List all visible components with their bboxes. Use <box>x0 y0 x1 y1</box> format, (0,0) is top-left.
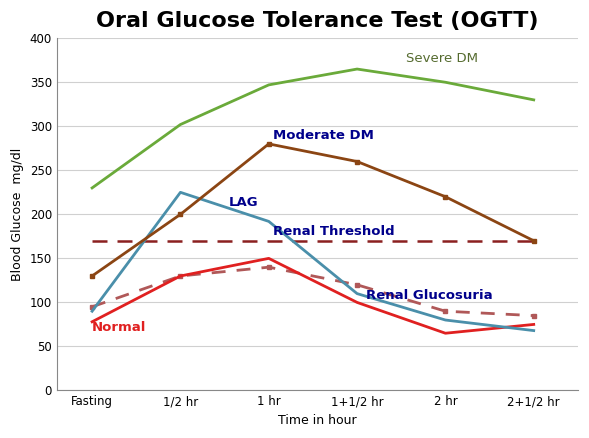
Text: Renal Glucosuria: Renal Glucosuria <box>366 289 492 302</box>
Y-axis label: Blood Glucose  mg/dl: Blood Glucose mg/dl <box>11 148 24 281</box>
Text: Moderate DM: Moderate DM <box>273 129 374 141</box>
Text: LAG: LAG <box>229 195 259 208</box>
X-axis label: Time in hour: Time in hour <box>278 414 357 427</box>
Text: Severe DM: Severe DM <box>406 52 478 65</box>
Text: Normal: Normal <box>92 321 147 334</box>
Text: Renal Threshold: Renal Threshold <box>273 226 395 238</box>
Title: Oral Glucose Tolerance Test (OGTT): Oral Glucose Tolerance Test (OGTT) <box>96 11 538 31</box>
